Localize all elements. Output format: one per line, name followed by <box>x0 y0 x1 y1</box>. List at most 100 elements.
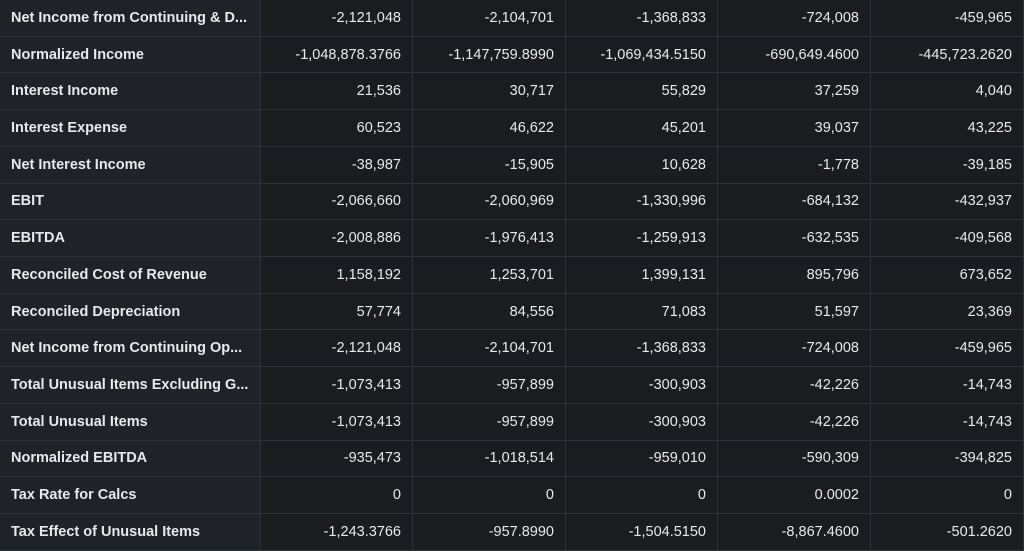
value-cell: 0 <box>871 477 1024 515</box>
value-cell: 0 <box>261 477 413 515</box>
value-cell: -2,066,660 <box>261 183 413 221</box>
value-cell: -1,073,413 <box>261 403 413 441</box>
value-cell: -1,018,514 <box>413 440 566 478</box>
value-cell: -959,010 <box>566 440 718 478</box>
value-cell: -1,976,413 <box>413 220 566 258</box>
value-cell: -957.8990 <box>413 514 566 551</box>
value-cell: -2,121,048 <box>261 330 413 368</box>
row-label-text: Net Income from Continuing & D... <box>11 9 248 26</box>
value-cell: 43,225 <box>871 110 1024 147</box>
row-label-text: Normalized Income <box>11 46 144 63</box>
row-label-text: Reconciled Depreciation <box>11 303 181 320</box>
value-cell: -1,504.5150 <box>566 514 718 551</box>
value-cell: -14,743 <box>871 403 1024 441</box>
value-cell: -1,147,759.8990 <box>413 36 566 74</box>
value-cell: -14,743 <box>871 367 1024 404</box>
row-label-text: EBITDA <box>11 230 65 247</box>
value-cell: 0.0002 <box>718 477 871 515</box>
value-cell: 1,253,701 <box>413 257 566 294</box>
value-cell: -724,008 <box>718 330 871 368</box>
value-cell: -632,535 <box>718 220 871 258</box>
value-cell: -1,368,833 <box>566 0 718 37</box>
row-label[interactable]: Tax Effect of Unusual Items <box>0 514 261 551</box>
value-cell: -957,899 <box>413 367 566 404</box>
value-cell: -2,008,886 <box>261 220 413 258</box>
value-cell: -2,104,701 <box>413 0 566 37</box>
row-label-text: Interest Expense <box>11 120 128 137</box>
value-cell: -690,649.4600 <box>718 36 871 74</box>
value-cell: -2,060,969 <box>413 183 566 221</box>
row-label[interactable]: Total Unusual Items Excluding G... <box>0 367 261 404</box>
value-cell: -2,104,701 <box>413 330 566 368</box>
value-cell: 37,259 <box>718 73 871 111</box>
row-label-text: Normalized EBITDA <box>11 450 148 467</box>
row-label[interactable]: Net Income from Continuing & D... <box>0 0 261 37</box>
row-label[interactable]: Net Interest Income <box>0 146 261 184</box>
row-label-text: Tax Effect of Unusual Items <box>11 523 201 540</box>
value-cell: -1,048,878.3766 <box>261 36 413 74</box>
value-cell: 57,774 <box>261 293 413 331</box>
value-cell: 673,652 <box>871 257 1024 294</box>
value-cell: 0 <box>413 477 566 515</box>
value-cell: 71,083 <box>566 293 718 331</box>
value-cell: 4,040 <box>871 73 1024 111</box>
row-label-text: Tax Rate for Calcs <box>11 487 137 504</box>
value-cell: -459,965 <box>871 0 1024 37</box>
row-label[interactable]: Net Income from Continuing Op... <box>0 330 261 368</box>
value-cell: -459,965 <box>871 330 1024 368</box>
row-label[interactable]: Tax Rate for Calcs <box>0 477 261 515</box>
value-cell: 23,369 <box>871 293 1024 331</box>
row-label[interactable]: Normalized EBITDA <box>0 440 261 478</box>
value-cell: 21,536 <box>261 73 413 111</box>
row-label-text: Interest Income <box>11 83 119 100</box>
row-label[interactable]: Normalized Income <box>0 36 261 74</box>
value-cell: 895,796 <box>718 257 871 294</box>
row-label[interactable]: Interest Expense <box>0 110 261 147</box>
value-cell: -38,987 <box>261 146 413 184</box>
row-label-text: Net Income from Continuing Op... <box>11 340 243 357</box>
value-cell: -1,243.3766 <box>261 514 413 551</box>
value-cell: -15,905 <box>413 146 566 184</box>
value-cell: -300,903 <box>566 403 718 441</box>
value-cell: 45,201 <box>566 110 718 147</box>
value-cell: -684,132 <box>718 183 871 221</box>
value-cell: -1,069,434.5150 <box>566 36 718 74</box>
value-cell: 46,622 <box>413 110 566 147</box>
value-cell: -724,008 <box>718 0 871 37</box>
value-cell: 1,399,131 <box>566 257 718 294</box>
value-cell: -935,473 <box>261 440 413 478</box>
value-cell: -445,723.2620 <box>871 36 1024 74</box>
value-cell: -957,899 <box>413 403 566 441</box>
row-label[interactable]: Interest Income <box>0 73 261 111</box>
value-cell: -39,185 <box>871 146 1024 184</box>
value-cell: -42,226 <box>718 403 871 441</box>
row-label[interactable]: EBIT <box>0 183 261 221</box>
value-cell: -590,309 <box>718 440 871 478</box>
value-cell: -1,368,833 <box>566 330 718 368</box>
row-label-text: EBIT <box>11 193 45 210</box>
value-cell: 55,829 <box>566 73 718 111</box>
value-cell: 51,597 <box>718 293 871 331</box>
row-label-text: Reconciled Cost of Revenue <box>11 266 207 283</box>
value-cell: -300,903 <box>566 367 718 404</box>
value-cell: -8,867.4600 <box>718 514 871 551</box>
value-cell: -1,330,996 <box>566 183 718 221</box>
value-cell: 1,158,192 <box>261 257 413 294</box>
value-cell: -432,937 <box>871 183 1024 221</box>
value-cell: 30,717 <box>413 73 566 111</box>
value-cell: -1,259,913 <box>566 220 718 258</box>
row-label[interactable]: Total Unusual Items <box>0 403 261 441</box>
value-cell: -42,226 <box>718 367 871 404</box>
row-label-text: Total Unusual Items Excluding G... <box>11 377 249 394</box>
row-label[interactable]: Reconciled Cost of Revenue <box>0 257 261 294</box>
row-label[interactable]: EBITDA <box>0 220 261 258</box>
row-label-text: Total Unusual Items <box>11 413 148 430</box>
value-cell: -394,825 <box>871 440 1024 478</box>
value-cell: 0 <box>566 477 718 515</box>
value-cell: -2,121,048 <box>261 0 413 37</box>
value-cell: 10,628 <box>566 146 718 184</box>
row-label[interactable]: Reconciled Depreciation <box>0 293 261 331</box>
value-cell: 60,523 <box>261 110 413 147</box>
value-cell: -501.2620 <box>871 514 1024 551</box>
